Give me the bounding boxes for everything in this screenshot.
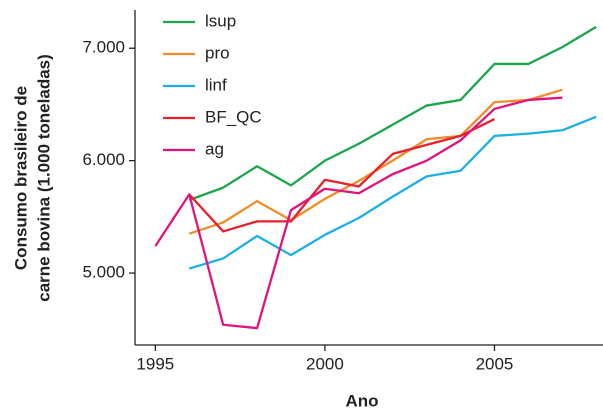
x-tick-label: 2000 [306,354,344,373]
y-tick-label: 7.000 [82,38,125,57]
legend-label: BF_QC [205,107,262,126]
legend-label: linf [205,75,227,94]
x-tick-label: 2005 [476,354,514,373]
series-line [154,96,563,330]
legend-label: lsup [205,11,236,30]
y-tick-label: 5.000 [82,263,125,282]
series-line [188,25,597,202]
legend-label: ag [205,139,224,158]
y-axis-label: carne bovina (1.000 toneladas) [34,54,53,302]
series-line [188,115,597,270]
x-tick-label: 1995 [136,354,174,373]
y-tick-label: 6.000 [82,150,125,169]
y-axis-label: Consumo brasileiro de [11,86,30,270]
series-line [188,118,495,233]
legend-label: pro [205,43,230,62]
x-axis-label: Ano [345,391,378,410]
